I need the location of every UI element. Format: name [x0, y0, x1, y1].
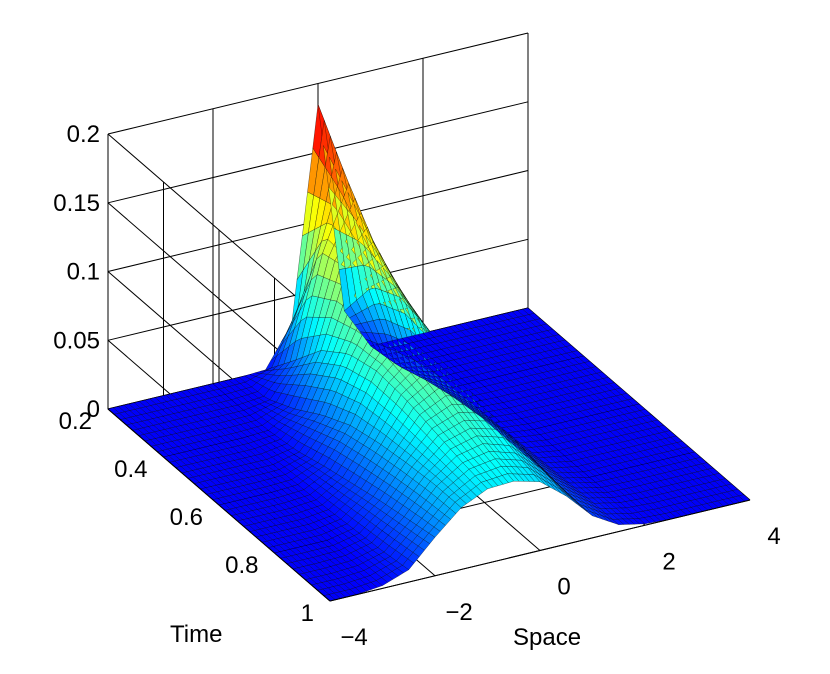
- y-tick-label: 0.2: [59, 408, 92, 435]
- x-tick-label: 0: [557, 574, 570, 601]
- y-axis-line: [107, 408, 331, 602]
- grid-line: [107, 133, 331, 327]
- y-tick-label: 0.4: [114, 456, 147, 483]
- z-tick-label: 0.1: [67, 259, 100, 286]
- x-axis-line: [329, 499, 751, 602]
- y-tick-label: 0.6: [170, 504, 203, 531]
- z-tick-label: 0.15: [53, 190, 100, 217]
- front-axis-lines: [107, 134, 751, 602]
- tick-labels: −4 −2 0 2 4 0.2 0.4 0.6 0.8 1 0 0.05 0.1 0.15 0.2: [53, 121, 780, 651]
- x-axis-label: Space: [513, 624, 581, 651]
- x-tick-label: 2: [662, 548, 675, 575]
- x-tick-label: −2: [445, 599, 472, 626]
- surface-mesh: [107, 104, 751, 602]
- y-tick-label: 1: [301, 600, 314, 627]
- y-axis-label: Time: [170, 621, 222, 648]
- x-tick-label: 4: [767, 523, 780, 550]
- y-tick-label: 0.8: [225, 552, 258, 579]
- x-tick-label: −4: [340, 624, 367, 651]
- z-tick-label: 0: [87, 396, 100, 423]
- z-tick-label: 0.2: [67, 121, 100, 148]
- grid-line: [107, 32, 529, 135]
- z-tick-label: 0.05: [53, 327, 100, 354]
